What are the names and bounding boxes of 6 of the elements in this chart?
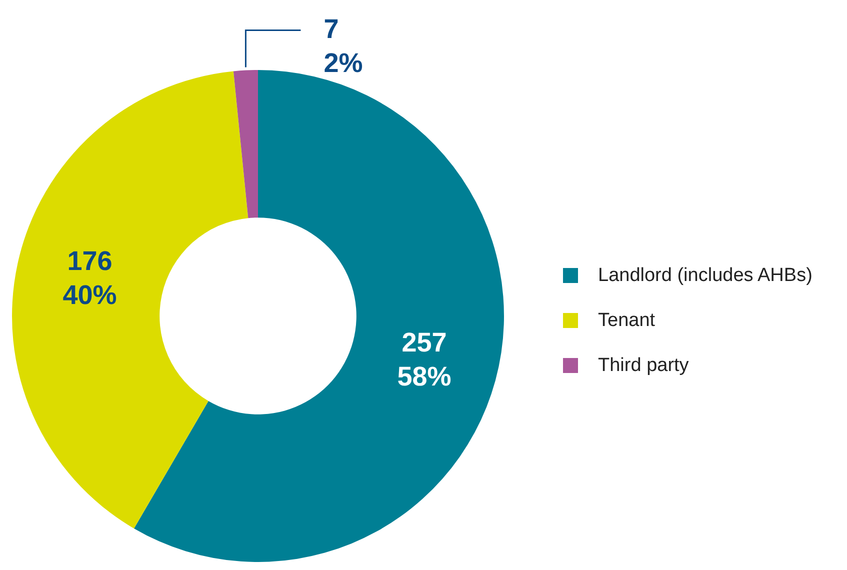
data-label: 7 2% bbox=[324, 14, 363, 78]
legend-label: Third party bbox=[598, 354, 689, 376]
data-label: 257 58% bbox=[397, 327, 452, 392]
legend-label: Landlord (includes AHBs) bbox=[598, 264, 812, 286]
data-label: 176 40% bbox=[62, 246, 117, 310]
legend-label: Tenant bbox=[598, 310, 656, 332]
